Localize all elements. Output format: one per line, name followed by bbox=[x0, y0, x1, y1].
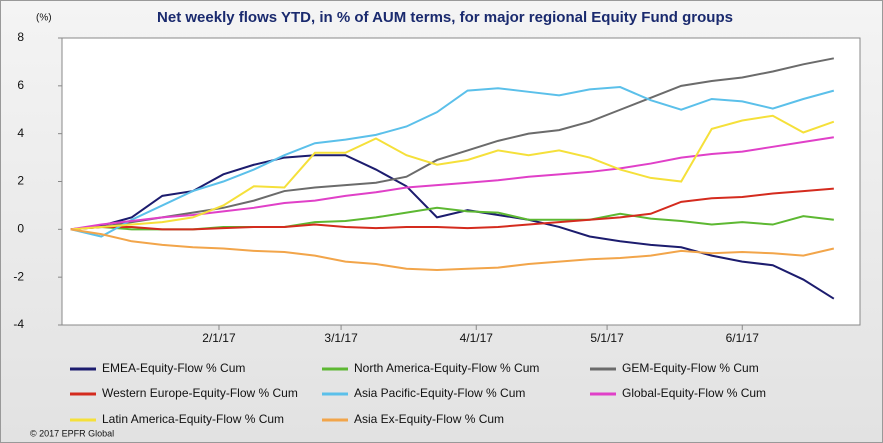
x-tick-label: 2/1/17 bbox=[202, 331, 236, 345]
legend-label: Asia Ex-Equity-Flow % Cum bbox=[354, 412, 504, 426]
source: © 2017 EPFR Global bbox=[30, 428, 114, 438]
x-tick-label: 5/1/17 bbox=[590, 331, 624, 345]
x-tick-label: 6/1/17 bbox=[726, 331, 760, 345]
y-tick-label: 2 bbox=[17, 174, 24, 188]
series-line bbox=[70, 114, 835, 231]
y-tick-label: 4 bbox=[17, 126, 24, 140]
y-tick-label: -2 bbox=[13, 269, 24, 283]
y-axis-label: (%) bbox=[36, 13, 52, 24]
y-tick-label: 0 bbox=[17, 222, 24, 236]
legend-label: Asia Pacific-Equity-Flow % Cum bbox=[354, 386, 525, 400]
series-line bbox=[70, 154, 835, 300]
legend-label: North America-Equity-Flow % Cum bbox=[354, 361, 539, 375]
series-line bbox=[70, 228, 835, 271]
series-line bbox=[70, 187, 834, 231]
legend-label: Global-Equity-Flow % Cum bbox=[622, 386, 766, 400]
legend-label: Latin America-Equity-Flow % Cum bbox=[102, 412, 284, 426]
chart-title: Net weekly flows YTD, in % of AUM terms,… bbox=[157, 9, 733, 26]
series-line bbox=[70, 86, 835, 238]
x-tick-label: 4/1/17 bbox=[460, 331, 494, 345]
series-line bbox=[70, 57, 835, 231]
y-tick-label: 8 bbox=[17, 30, 24, 44]
y-tick-label: -4 bbox=[13, 317, 24, 331]
y-tick-label: 6 bbox=[17, 78, 24, 92]
legend-label: GEM-Equity-Flow % Cum bbox=[622, 361, 759, 375]
legend-label: EMEA-Equity-Flow % Cum bbox=[102, 361, 245, 375]
legend-label: Western Europe-Equity-Flow % Cum bbox=[102, 386, 298, 400]
plot-area bbox=[61, 37, 861, 326]
x-tick-label: 3/1/17 bbox=[324, 331, 358, 345]
